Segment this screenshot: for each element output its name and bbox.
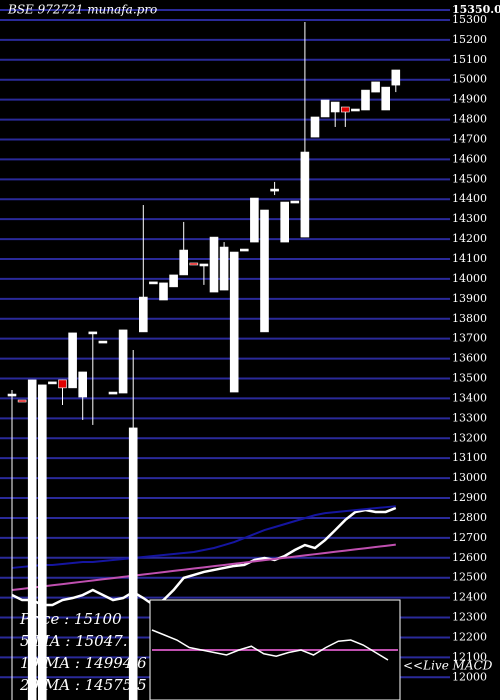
y-tick-label: 14300 <box>452 212 487 225</box>
candle-body <box>240 248 249 252</box>
y-tick-label: 12400 <box>452 591 487 604</box>
candle-body <box>209 236 219 293</box>
info-text: 10 MA : 14994.6 <box>20 654 147 672</box>
y-tick-label: 12100 <box>452 650 487 663</box>
y-tick-label: 12300 <box>452 611 487 624</box>
candle-body <box>169 274 178 288</box>
candle-body <box>310 116 320 138</box>
candle-body <box>290 200 300 204</box>
candle-body <box>179 249 188 276</box>
y-tick-label: 14500 <box>452 172 487 185</box>
y-tick-label: 13500 <box>452 372 487 385</box>
y-tick-label: 13800 <box>452 312 487 325</box>
candle-body <box>330 101 340 113</box>
candle-body <box>260 209 269 333</box>
macd-label: <<Live MACD <box>403 659 493 673</box>
ma-line <box>11 506 397 607</box>
y-tick-label: 13100 <box>452 451 487 464</box>
y-tick-label: 13200 <box>452 431 487 444</box>
candle-body <box>250 197 259 243</box>
y-tick-label: 15200 <box>452 33 487 46</box>
y-tick-label: 12900 <box>452 491 487 504</box>
y-tick-label: 15100 <box>452 53 487 66</box>
candle-body <box>300 151 310 238</box>
y-tick-label: 14400 <box>452 192 487 205</box>
y-tick-label: 15350.05 <box>452 3 500 16</box>
y-tick-label: 14200 <box>452 232 487 245</box>
y-tick-label: 13700 <box>452 332 487 345</box>
y-tick-label: 12800 <box>452 511 487 524</box>
candle-body <box>381 86 391 111</box>
candle-body <box>149 281 158 285</box>
y-tick-label: 15300 <box>452 13 487 26</box>
candle-body <box>270 188 279 192</box>
y-tick-label: 13300 <box>452 411 487 424</box>
candle-body <box>78 371 87 398</box>
y-tick-label: 14000 <box>452 272 487 285</box>
candle-body <box>189 262 199 266</box>
candle-body <box>7 393 17 397</box>
candle-body <box>37 384 47 700</box>
candle-body <box>27 379 37 700</box>
candle-body <box>320 99 330 118</box>
y-tick-label: 12700 <box>452 531 487 544</box>
candle-body <box>219 246 229 291</box>
info-text: Price : 15100 <box>19 610 122 628</box>
candle-body <box>351 108 360 112</box>
candle-body <box>139 296 148 333</box>
candle-body <box>391 69 401 86</box>
candle-body <box>68 332 77 389</box>
candle-body <box>229 251 239 393</box>
ma-line <box>11 505 396 569</box>
y-tick-label: 14900 <box>452 93 487 106</box>
chart-title: BSE 972721 munafa.pro <box>7 3 157 17</box>
candle-body <box>108 391 118 395</box>
y-tick-label: 15000 <box>452 73 487 86</box>
info-text: 5 MA : 15047.7 <box>20 632 138 650</box>
y-tick-label: 14600 <box>452 152 487 165</box>
candle-body <box>88 331 98 335</box>
y-tick-label: 12000 <box>452 670 487 683</box>
y-tick-label: 13900 <box>452 292 487 305</box>
y-tick-label: 13600 <box>452 352 487 365</box>
candle-body <box>280 201 290 243</box>
y-tick-label: 13000 <box>452 471 487 484</box>
y-tick-label: 14100 <box>452 252 487 265</box>
candle-body <box>58 379 67 389</box>
candle-body <box>159 282 168 301</box>
y-tick-label: 14800 <box>452 113 487 126</box>
y-tick-label: 12500 <box>452 571 487 584</box>
ma-line <box>11 543 396 592</box>
candle-body <box>48 381 57 385</box>
macd-line <box>151 629 389 661</box>
candle-body <box>199 263 209 267</box>
candle-body <box>98 340 108 344</box>
y-tick-label: 13400 <box>452 391 487 404</box>
candle-body <box>340 106 350 113</box>
candle-body <box>371 81 380 93</box>
info-text: 20 MA : 14575.5 <box>19 676 147 694</box>
y-tick-label: 12200 <box>452 630 487 643</box>
candle-body <box>128 427 138 700</box>
candle-body <box>118 329 128 394</box>
y-tick-label: 12600 <box>452 551 487 564</box>
candle-body <box>361 89 370 111</box>
y-tick-label: 14700 <box>452 132 487 145</box>
candle-body <box>17 399 27 403</box>
